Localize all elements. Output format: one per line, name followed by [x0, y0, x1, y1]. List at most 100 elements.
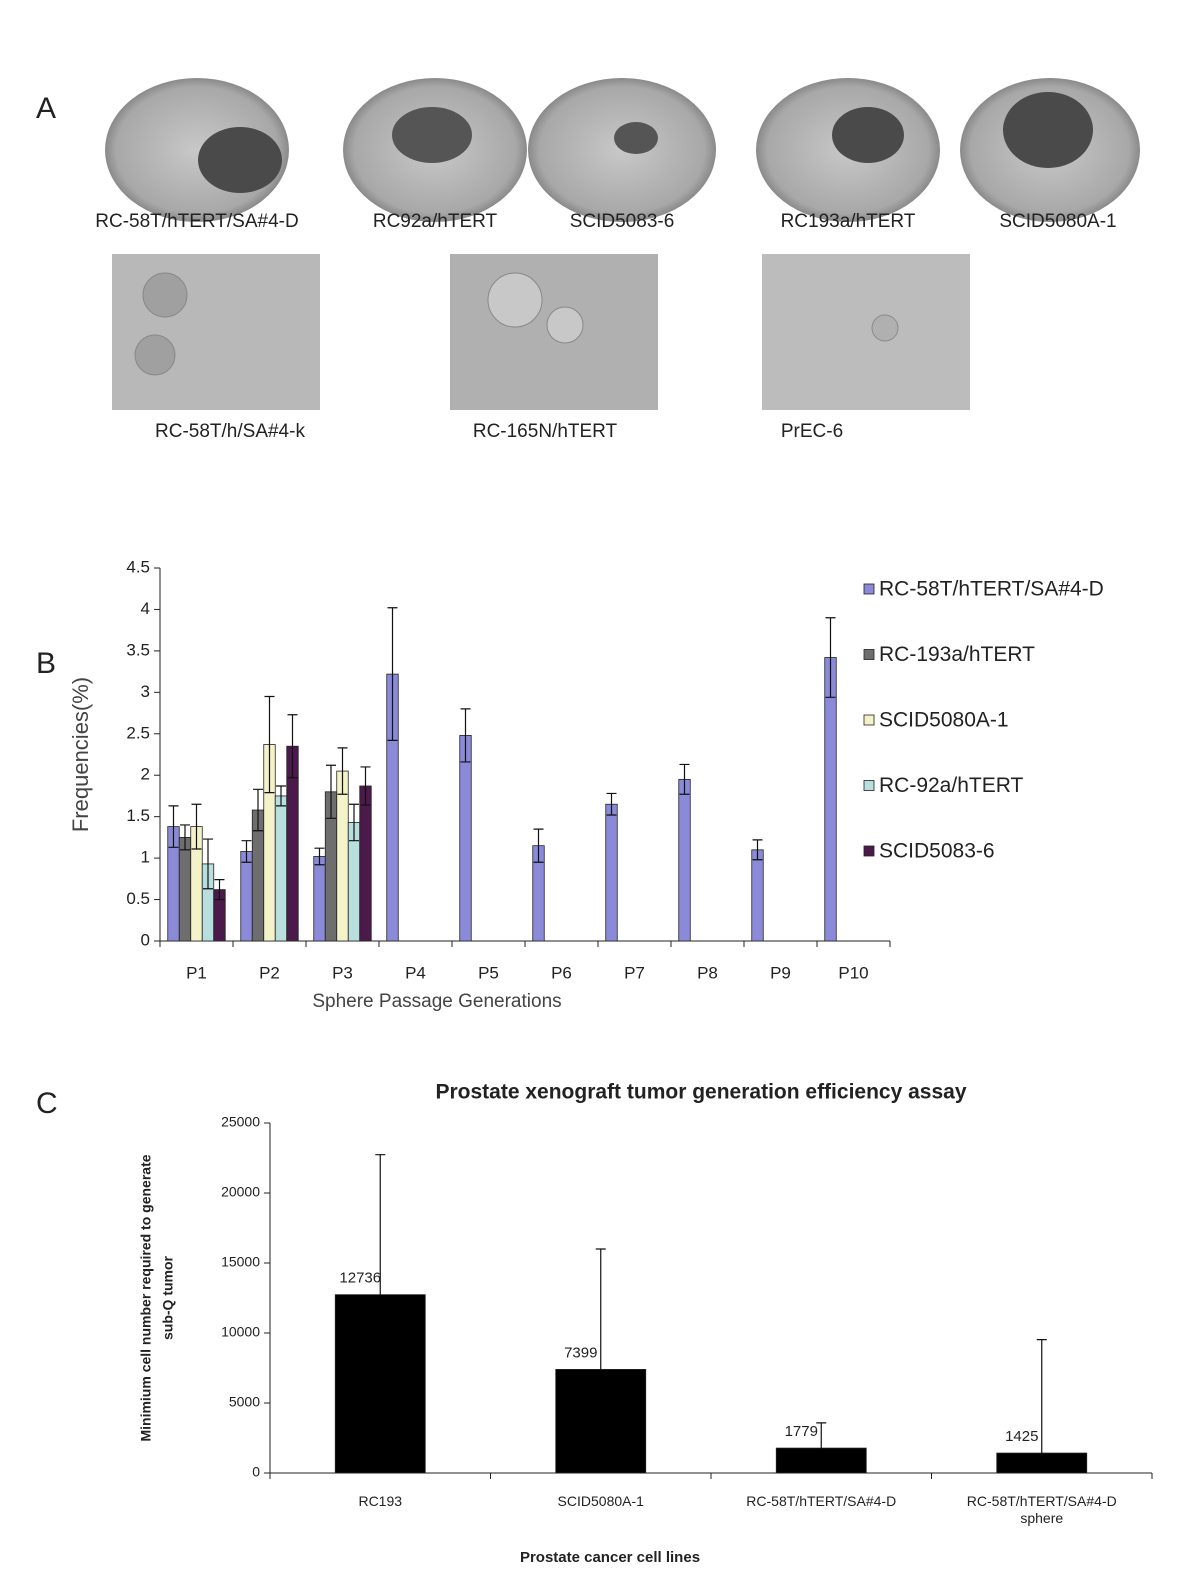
error-bar [214, 879, 225, 901]
y-tick-label: 0 [252, 1464, 260, 1480]
legend-label: SCID5083-6 [879, 840, 995, 863]
bar [178, 836, 192, 942]
error-bar [276, 785, 286, 807]
bar [555, 1369, 647, 1474]
image-caption: RC193a/hTERT [781, 211, 916, 232]
bar [240, 851, 253, 942]
error-bar [679, 763, 690, 795]
sphere [134, 334, 176, 376]
sphere [614, 122, 658, 154]
error-bar [752, 839, 763, 861]
x-tick-label: P9 [770, 963, 791, 982]
sphere [142, 272, 188, 318]
error-bar [360, 766, 371, 806]
bar [824, 657, 837, 942]
error-bar [595, 1248, 606, 1370]
legend-label: RC-92a/hTERT [879, 774, 1023, 797]
y-tick-label: 1 [141, 848, 150, 867]
legend-swatch [863, 649, 875, 660]
y-tick-label: 4.5 [126, 557, 150, 576]
image-caption: SCID5083-6 [570, 211, 675, 232]
bar [313, 856, 326, 942]
y-tick-label: 2 [141, 765, 150, 784]
error-bar [1036, 1339, 1047, 1454]
error-bar [264, 695, 275, 794]
x-tick-label-box: SCID5080A-1 [557, 1493, 644, 1509]
y-tick-label: 15000 [221, 1254, 260, 1270]
panel-label: B [36, 647, 56, 680]
y-tick-label: 1.5 [126, 806, 150, 825]
sphere [198, 127, 282, 193]
legend-label: RC-58T/hTERT/SA#4-D [879, 578, 1104, 601]
y-tick-label: 4 [141, 599, 150, 618]
x-tick-label: P1 [186, 963, 207, 982]
legend-swatch [863, 845, 875, 857]
x-tick-label: P2 [259, 963, 280, 982]
error-bar [387, 607, 398, 742]
error-bar [168, 805, 179, 848]
x-tick-label: P4 [405, 963, 426, 982]
bar [678, 778, 691, 942]
error-bar [203, 838, 213, 890]
y-axis-label: Frequencies(%) [68, 677, 93, 832]
legend-swatch [863, 714, 875, 726]
x-tick-label: RC-58T/hTERT/SA#4-D [746, 1493, 897, 1509]
y-axis-label: sub-Q tumor [160, 1255, 176, 1340]
legend-swatch [863, 583, 875, 595]
x-axis-label: Prostate cancer cell lines [520, 1549, 700, 1566]
y-axis-label: Minimium cell number required to generat… [138, 1154, 154, 1441]
bar [459, 735, 472, 942]
sphere [546, 306, 584, 344]
x-tick-label: P8 [697, 963, 718, 982]
y-tick-label: 20000 [221, 1184, 260, 1200]
bar [605, 803, 618, 942]
error-bar [253, 788, 263, 832]
bar [751, 849, 764, 942]
micrograph [112, 254, 320, 410]
x-tick-label: P5 [478, 963, 499, 982]
legend-label: SCID5080A-1 [879, 709, 1009, 732]
x-tick-label: P6 [551, 963, 572, 982]
image-caption: RC-165N/hTERT [473, 421, 618, 442]
y-tick-label: 10000 [221, 1324, 260, 1340]
x-tick-label: P3 [332, 963, 353, 982]
bar [336, 770, 349, 942]
chart-title: Prostate xenograft tumor generation effi… [436, 1081, 967, 1104]
panel-label: C [36, 1087, 58, 1120]
x-axis-label: Sphere Passage Generations [312, 991, 561, 1012]
error-bar [375, 1154, 386, 1295]
y-tick-label: 25000 [221, 1114, 260, 1130]
data-label: 7399 [564, 1344, 597, 1361]
error-bar [326, 764, 336, 819]
error-bar [460, 708, 471, 763]
image-caption: RC-58T/hTERT/SA#4-D [95, 211, 298, 232]
image-caption: SCID5080A-1 [999, 211, 1116, 232]
bar [359, 785, 372, 942]
sphere [487, 272, 543, 328]
x-tick-label: RC-58T/hTERT/SA#4-D sphere [966, 1493, 1117, 1526]
y-tick-label: 3.5 [126, 640, 150, 659]
bar [274, 795, 288, 942]
y-tick-label: 0.5 [126, 889, 150, 908]
y-tick-label: 0 [141, 930, 150, 949]
x-tick-label-box: RC-58T/hTERT/SA#4-D [746, 1493, 897, 1509]
x-tick-label: SCID5080A-1 [557, 1493, 644, 1509]
error-bar [191, 803, 202, 850]
legend-swatch [863, 780, 875, 791]
y-tick-label: 2.5 [126, 723, 150, 742]
error-bar [337, 747, 348, 795]
error-bar [349, 803, 359, 842]
micrographs [105, 78, 1140, 410]
y-tick-label: 3 [141, 682, 150, 701]
error-bar [606, 792, 617, 816]
data-label: 1425 [1005, 1428, 1038, 1445]
y-tick-label: 5000 [229, 1394, 260, 1410]
x-tick-label-box: RC193 [358, 1493, 402, 1509]
panel-label: A [36, 92, 56, 125]
bar [996, 1452, 1088, 1474]
image-caption: PrEC-6 [781, 421, 843, 442]
sphere [832, 107, 904, 163]
error-bar [180, 824, 190, 851]
data-label: 12736 [339, 1270, 381, 1287]
